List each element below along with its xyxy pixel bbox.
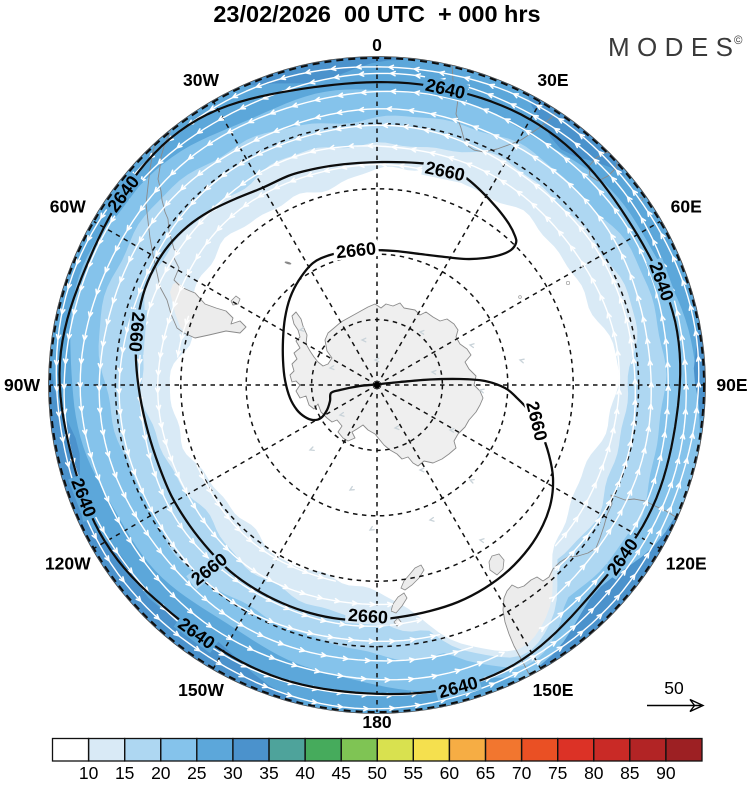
svg-text:65: 65	[476, 763, 495, 782]
svg-text:120W: 120W	[45, 554, 91, 574]
svg-text:2660: 2660	[125, 311, 148, 353]
svg-text:180: 180	[362, 712, 391, 732]
svg-text:55: 55	[404, 763, 423, 782]
svg-text:150E: 150E	[533, 680, 574, 700]
svg-text:90: 90	[656, 763, 676, 782]
svg-text:85: 85	[620, 763, 639, 782]
svg-text:15: 15	[115, 763, 134, 782]
svg-text:30E: 30E	[537, 70, 568, 90]
svg-text:20: 20	[151, 763, 171, 782]
svg-text:90W: 90W	[4, 375, 40, 395]
svg-text:30: 30	[223, 763, 243, 782]
svg-text:10: 10	[79, 763, 99, 782]
svg-text:0: 0	[372, 35, 382, 55]
svg-text:50: 50	[664, 678, 684, 698]
svg-text:60: 60	[440, 763, 460, 782]
svg-text:75: 75	[548, 763, 567, 782]
svg-text:30W: 30W	[183, 70, 219, 90]
svg-text:35: 35	[259, 763, 278, 782]
svg-text:2660: 2660	[347, 605, 388, 628]
svg-text:25: 25	[187, 763, 206, 782]
svg-text:50: 50	[367, 763, 387, 782]
svg-text:MODES: MODES	[608, 32, 740, 62]
svg-text:2660: 2660	[335, 238, 377, 262]
svg-text:80: 80	[584, 763, 604, 782]
svg-text:70: 70	[512, 763, 532, 782]
svg-text:90E: 90E	[716, 375, 747, 395]
svg-text:23/02/2026 00 UTC + 000 hrs: 23/02/2026 00 UTC + 000 hrs	[213, 1, 540, 27]
svg-text:45: 45	[331, 763, 350, 782]
svg-text:150W: 150W	[178, 680, 224, 700]
svg-text:40: 40	[295, 763, 315, 782]
svg-text:60W: 60W	[50, 197, 86, 217]
svg-text:120E: 120E	[666, 554, 707, 574]
svg-text:60E: 60E	[671, 197, 702, 217]
svg-text:©: ©	[734, 35, 743, 47]
